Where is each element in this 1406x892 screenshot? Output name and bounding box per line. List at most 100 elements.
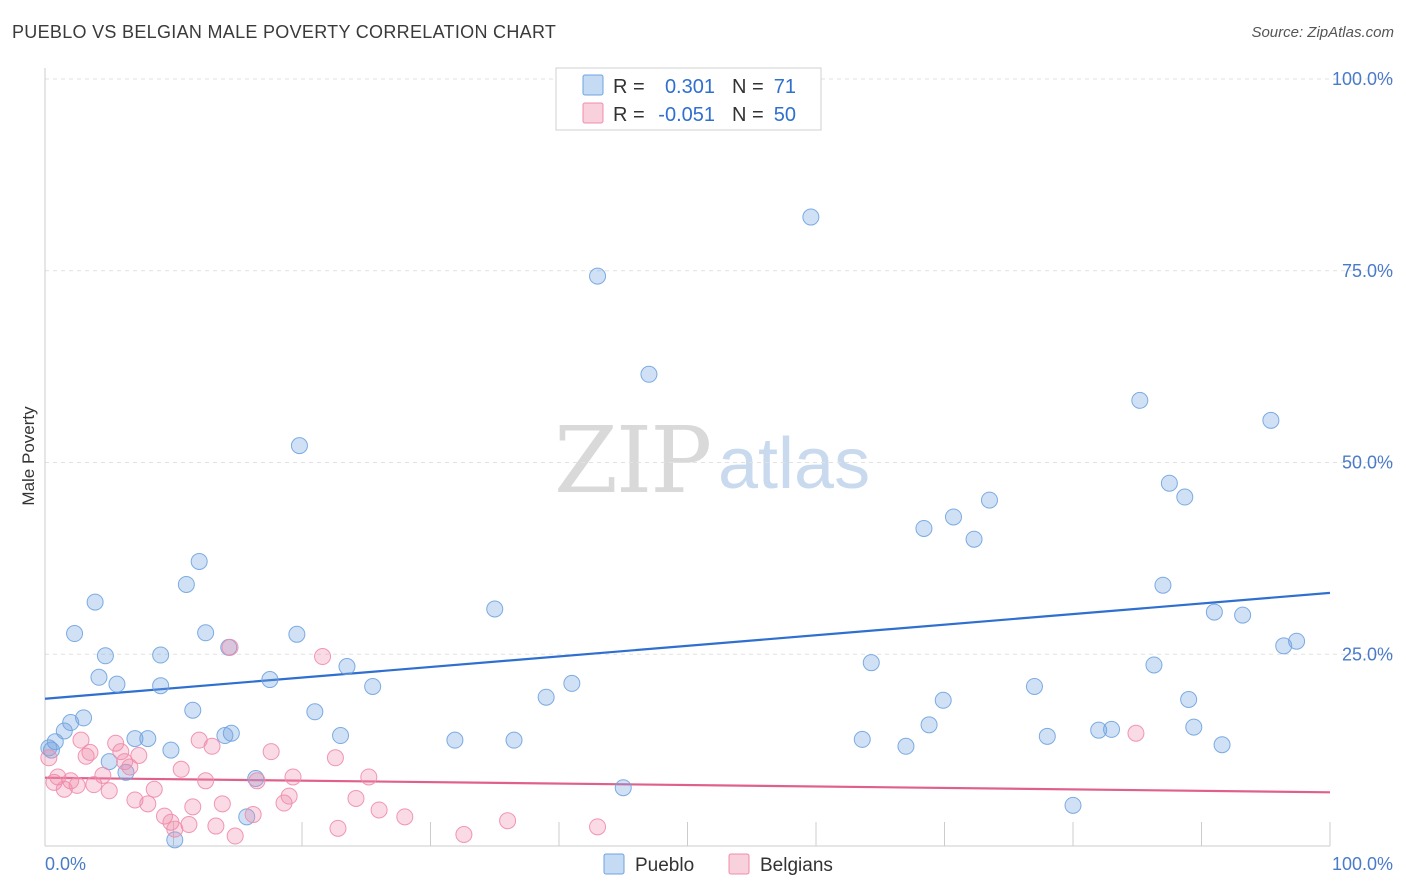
pueblo-point xyxy=(1131,391,1149,409)
chart-title: PUEBLO VS BELGIAN MALE POVERTY CORRELATI… xyxy=(12,22,557,42)
legend-n-label-pueblo: N = xyxy=(732,76,764,98)
legend-frame xyxy=(555,67,822,131)
pueblo-point xyxy=(261,671,279,689)
pueblo-point xyxy=(177,575,195,593)
belgians-point xyxy=(85,776,103,794)
belgians-point xyxy=(589,818,607,836)
belgians-point xyxy=(121,758,139,776)
x-tick-label: 100.0% xyxy=(1332,854,1393,874)
series-legend-swatch-pueblo xyxy=(603,853,625,875)
pueblo-point xyxy=(1213,736,1231,754)
belgians-point xyxy=(180,816,198,834)
pueblo-point xyxy=(505,731,523,749)
pueblo-point xyxy=(965,530,983,548)
pueblo-point xyxy=(920,716,938,734)
legend-r-value-pueblo: 0.301 xyxy=(665,76,715,98)
pueblo-point xyxy=(96,647,114,665)
pueblo-point xyxy=(1090,721,1108,739)
y-tick-label: 25.0% xyxy=(1342,644,1393,664)
pueblo-point xyxy=(190,552,208,570)
belgians-point xyxy=(396,808,414,826)
pueblo-point xyxy=(537,688,555,706)
pueblo-point xyxy=(162,741,180,759)
pueblo-point xyxy=(197,624,215,642)
pueblo-point xyxy=(75,709,93,727)
pueblo-point xyxy=(1185,718,1203,736)
data-points xyxy=(40,208,1306,849)
pueblo-point xyxy=(290,437,308,455)
pueblo-point xyxy=(640,365,658,383)
pueblo-point xyxy=(216,727,234,745)
belgians-point xyxy=(94,766,112,784)
pueblo-point xyxy=(90,668,108,686)
pueblo-point xyxy=(563,674,581,692)
belgians-point xyxy=(68,776,86,794)
belgians-point xyxy=(248,772,266,790)
pueblo-point xyxy=(1262,411,1280,429)
axes xyxy=(44,68,1331,847)
series-legend-swatch-belgians xyxy=(728,853,750,875)
pueblo-point xyxy=(139,730,157,748)
belgians-point xyxy=(499,812,517,830)
pueblo-point xyxy=(486,600,504,618)
belgians-point xyxy=(100,782,118,800)
legend-swatch-pueblo xyxy=(582,74,604,96)
belgians-point xyxy=(347,789,365,807)
pueblo-point xyxy=(1025,677,1043,695)
pueblo-point xyxy=(288,625,306,643)
belgians-point xyxy=(370,801,388,819)
belgians-point xyxy=(329,819,347,837)
watermark-zip: ZIP xyxy=(554,407,710,514)
belgians-point xyxy=(156,807,174,825)
belgians-point xyxy=(203,737,221,755)
belgians-point xyxy=(455,825,473,843)
pueblo-point xyxy=(1234,606,1252,624)
legend-r-label-pueblo: R = xyxy=(613,76,645,98)
pueblo-point xyxy=(152,677,170,695)
legend-r-value-belgians: -0.051 xyxy=(658,104,715,126)
belgians-point xyxy=(226,827,244,845)
trend-lines xyxy=(44,591,1331,794)
pueblo-point xyxy=(1154,576,1172,594)
belgians-point xyxy=(280,787,298,805)
series-legend: Pueblo Belgians xyxy=(603,853,833,876)
legend-swatch-belgians xyxy=(582,102,604,124)
pueblo-point xyxy=(108,675,126,693)
series-legend-label-belgians: Belgians xyxy=(760,855,833,876)
y-tick-label: 100.0% xyxy=(1332,69,1393,89)
pueblo-point xyxy=(944,508,962,526)
belgians-point xyxy=(221,638,239,656)
belgians-point xyxy=(360,768,378,786)
pueblo-point xyxy=(66,625,84,643)
pueblo-point xyxy=(853,730,871,748)
x-tick-label: 0.0% xyxy=(45,854,86,874)
legend-n-value-pueblo: 71 xyxy=(774,76,796,98)
belgians-point xyxy=(197,772,215,790)
belgians-point xyxy=(262,743,280,761)
belgians-point xyxy=(314,648,332,666)
y-tick-label: 50.0% xyxy=(1342,453,1393,473)
pueblo-point xyxy=(40,739,58,757)
belgians-point xyxy=(55,780,73,798)
belgians-point xyxy=(72,731,90,749)
chart-source: Source: ZipAtlas.com xyxy=(1251,24,1394,41)
belgians-point xyxy=(1127,724,1145,742)
pueblo-trend-line xyxy=(44,591,1331,700)
belgians-point xyxy=(172,760,190,778)
belgians-point xyxy=(213,795,231,813)
belgians-point xyxy=(184,798,202,816)
pueblo-point xyxy=(1180,691,1198,709)
belgians-point xyxy=(112,743,130,761)
legend-r-label-belgians: R = xyxy=(613,104,645,126)
belgians-point xyxy=(130,746,148,764)
pueblo-point xyxy=(55,722,73,740)
pueblo-point xyxy=(62,714,80,732)
belgians-point xyxy=(116,753,134,771)
belgians-trend-line xyxy=(44,776,1331,794)
y-axis-title: Male Poverty xyxy=(19,406,38,506)
y-tick-label: 75.0% xyxy=(1342,261,1393,281)
correlation-legend: R = 0.301 N = 71 R = -0.051 N = 50 xyxy=(555,67,822,131)
pueblo-point xyxy=(338,658,356,676)
pueblo-point xyxy=(862,654,880,672)
